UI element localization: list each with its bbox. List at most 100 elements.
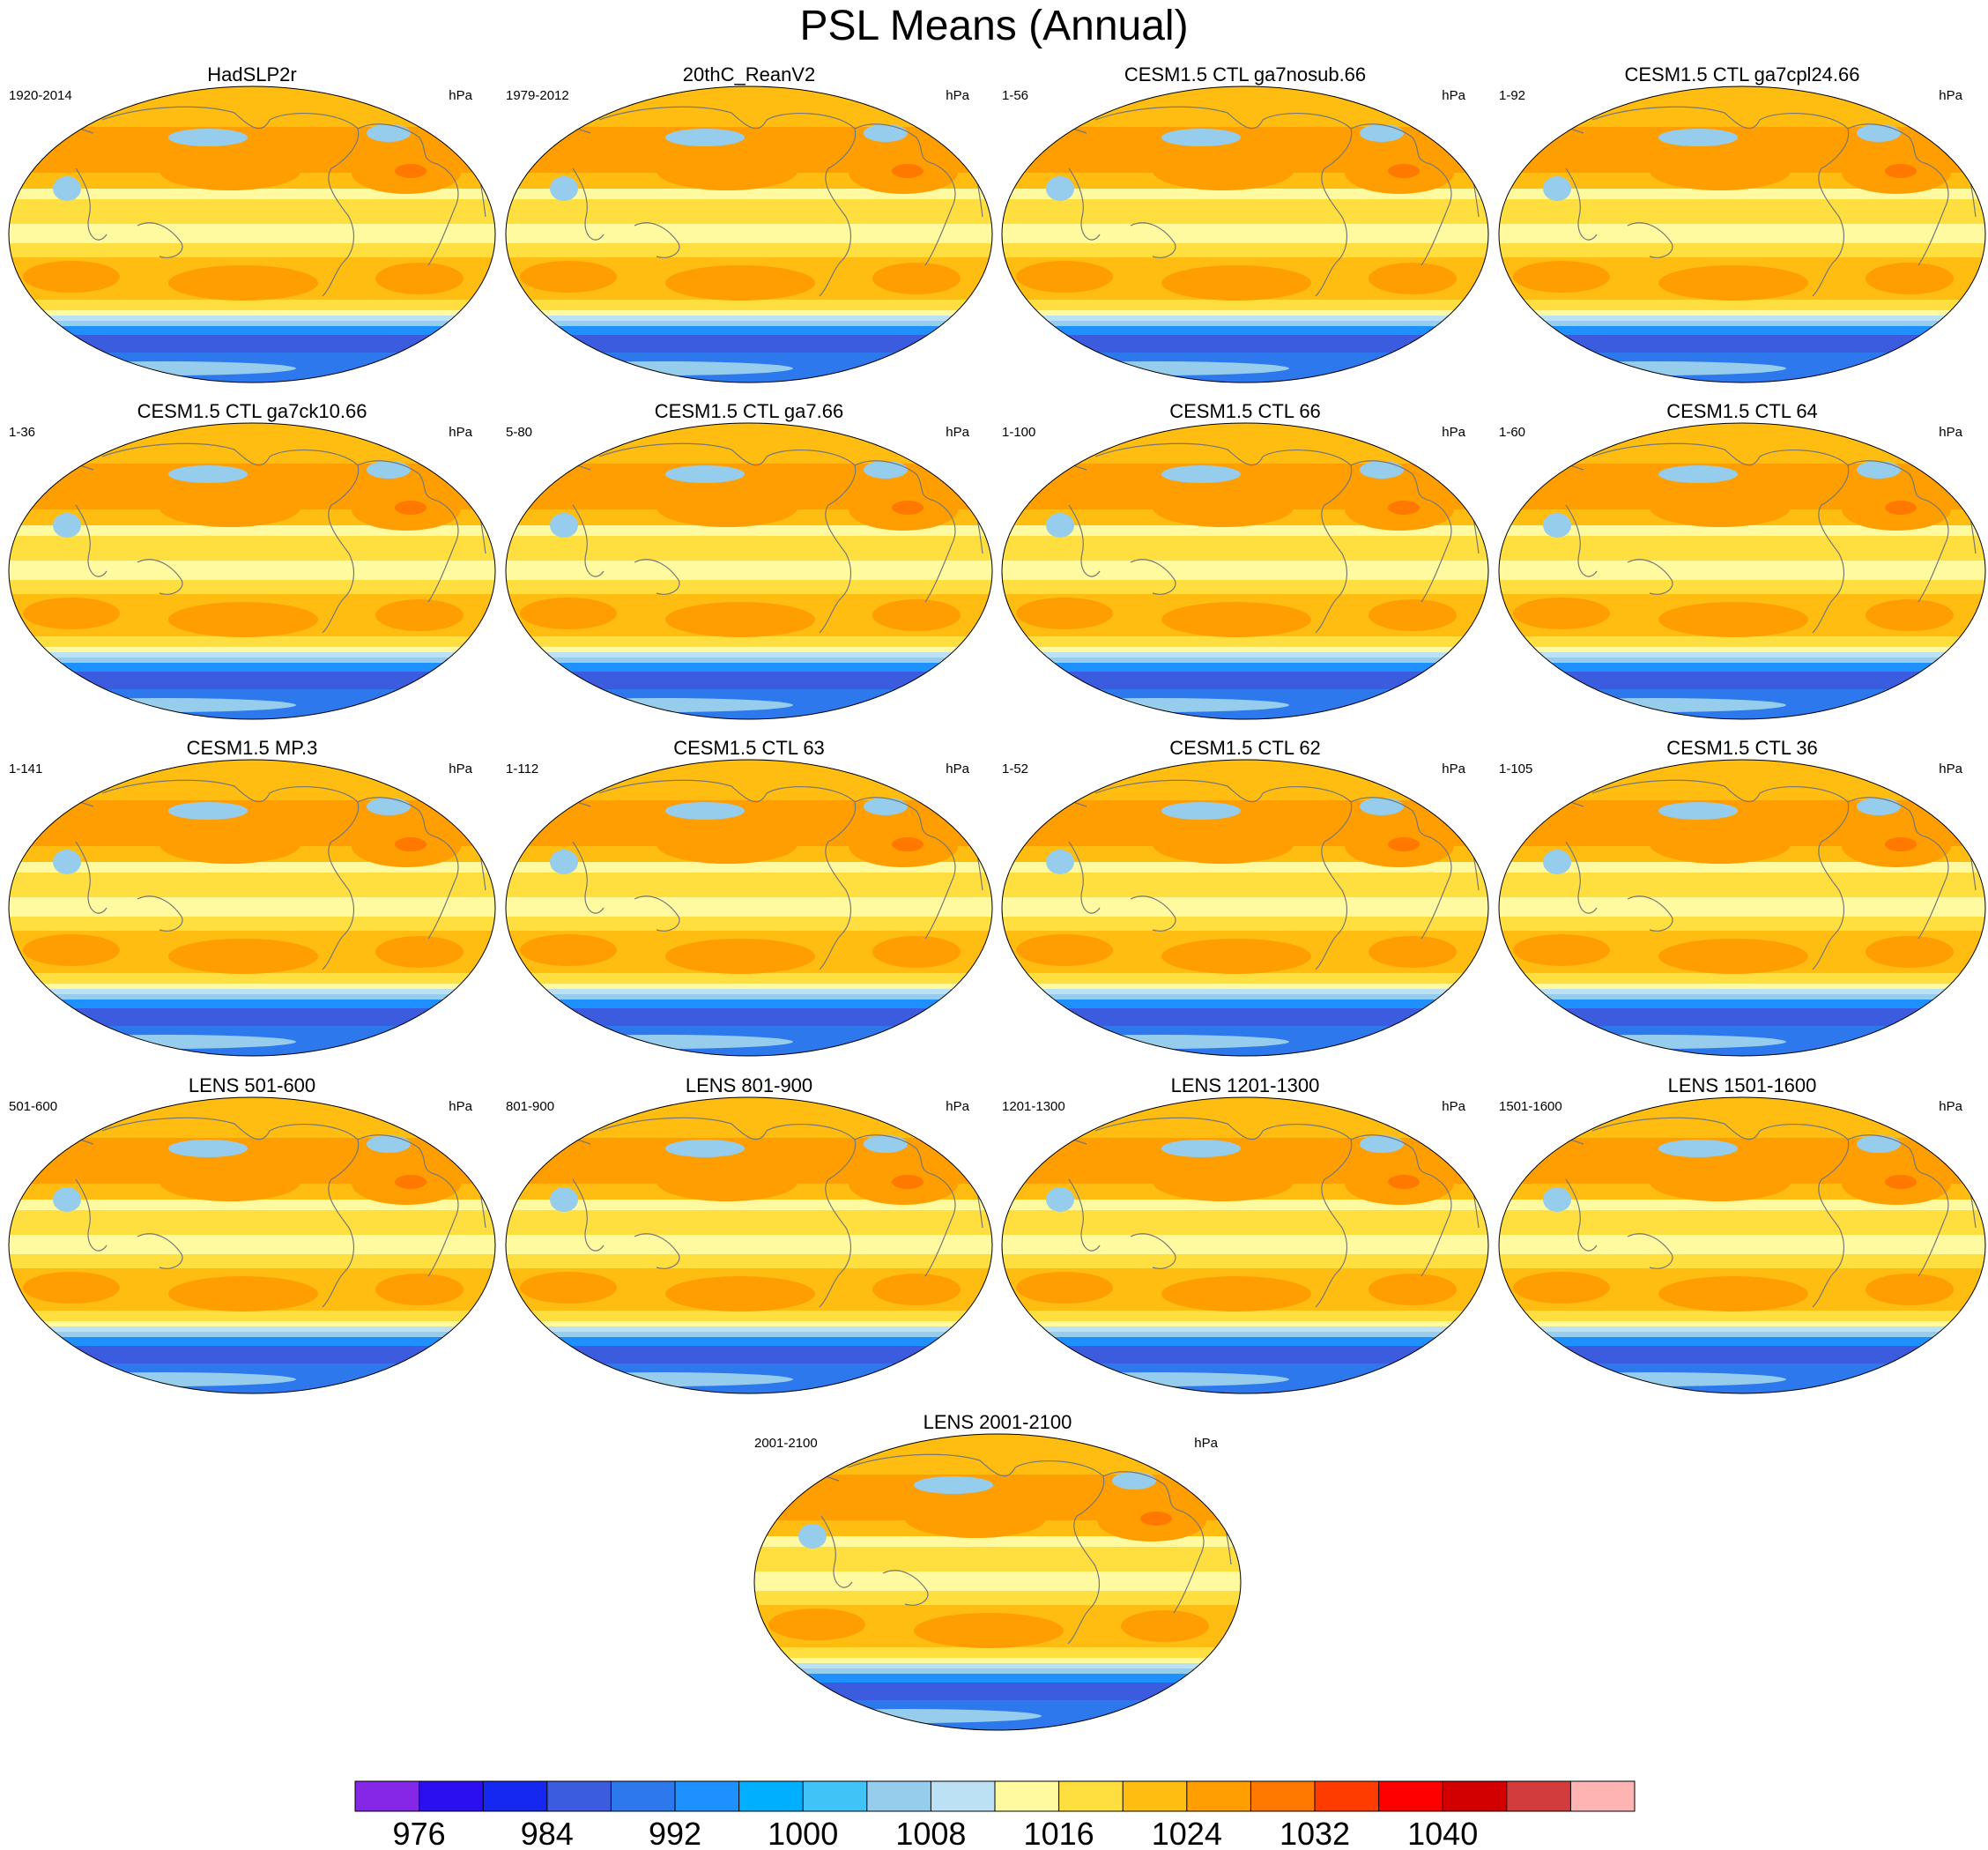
- band-south-ice1: [506, 316, 992, 321]
- panel-title: LENS 1201-1300: [1170, 1074, 1320, 1096]
- psl-map: [1001, 759, 1489, 1057]
- coastline-0: [598, 1117, 857, 1308]
- band-south-low: [1499, 663, 1985, 672]
- antarctic-interior: [32, 1372, 296, 1386]
- panel-units: hPa: [1939, 1099, 1962, 1114]
- antarctic-interior: [32, 1035, 296, 1049]
- panel-title: CESM1.5 CTL ga7.66: [654, 400, 844, 422]
- colorbar-swatch: [931, 1781, 996, 1811]
- band-south-light: [1499, 984, 1985, 989]
- high-south-atlantic: [1866, 1274, 1954, 1305]
- band-south-ice1: [506, 1326, 992, 1332]
- high-south-indian: [1513, 261, 1610, 293]
- band-southern-ocean: [1499, 672, 1985, 689]
- coastline-0: [598, 442, 857, 634]
- band-south-transition: [1499, 636, 1985, 649]
- high-north-pacific: [1650, 1163, 1791, 1201]
- panel-title: CESM1.5 CTL ga7nosub.66: [1124, 63, 1367, 85]
- low-icelandic: [1857, 1135, 1901, 1153]
- panel-period: 1-92: [1499, 88, 1526, 103]
- band-south-low: [506, 663, 992, 672]
- map-panel: CESM1.5 CTL ga7nosub.66 1-56 hPa: [998, 63, 1492, 383]
- band-south-transition: [1002, 1311, 1488, 1323]
- coastline-1: [1350, 1134, 1452, 1277]
- band-south-light: [506, 310, 992, 316]
- low-south-asia: [550, 1187, 578, 1212]
- band-south-ice2: [1499, 658, 1985, 663]
- panel-units: hPa: [1194, 1436, 1218, 1451]
- low-south-asia: [1543, 513, 1571, 538]
- antarctic-interior: [1025, 1035, 1289, 1049]
- band-south-ice1: [1499, 652, 1985, 658]
- antarctic-interior: [32, 361, 296, 375]
- antarctic-interior: [1522, 1372, 1786, 1386]
- high-north-atlantic-core: [892, 837, 924, 851]
- coastline-1: [854, 1134, 956, 1277]
- panel-period: 1-60: [1499, 425, 1526, 440]
- coastline-1: [357, 123, 459, 266]
- high-north-pacific-west: [533, 1145, 639, 1184]
- band-south-ice1: [9, 652, 495, 658]
- coastline-1: [1847, 1134, 1949, 1277]
- low-aleutian: [168, 129, 248, 146]
- colorbar-swatch: [1443, 1781, 1508, 1811]
- coastline-3: [634, 895, 680, 932]
- band-south-ice1: [9, 316, 495, 321]
- map-panel: CESM1.5 CTL ga7.66 5-80 hPa: [502, 400, 996, 720]
- band-equator-mid: [1002, 199, 1488, 224]
- high-north-pacific-west: [533, 134, 639, 173]
- band-southern-ocean: [9, 672, 495, 689]
- high-north-atlantic-core: [892, 1175, 924, 1189]
- high-north-pacific: [1650, 825, 1791, 864]
- coastline-2: [75, 841, 108, 914]
- high-south-atlantic: [1369, 599, 1457, 631]
- coastline-2: [1068, 841, 1101, 914]
- band-equator-mid: [1002, 873, 1488, 897]
- band-south-ice2: [506, 658, 992, 663]
- panel-title: CESM1.5 MP.3: [186, 737, 318, 759]
- coastline-3: [137, 895, 183, 932]
- band-southern-ocean: [9, 1008, 495, 1026]
- psl-map: [1001, 1096, 1489, 1394]
- band-south-ice1: [1002, 316, 1488, 321]
- band-south-ice2: [9, 1332, 495, 1337]
- band-equator-mid: [1002, 536, 1488, 561]
- panel-units: hPa: [946, 425, 969, 440]
- coastline-0: [598, 779, 857, 970]
- high-south-pacific: [168, 265, 318, 301]
- coastline-3: [137, 222, 183, 258]
- band-south-ice2: [9, 321, 495, 326]
- colorbar-swatch: [738, 1781, 804, 1811]
- band-south-ice2: [1002, 658, 1488, 663]
- colorbar-label: 984: [521, 1816, 574, 1850]
- coastline-2: [1068, 167, 1101, 241]
- antarctic-interior: [529, 1372, 793, 1386]
- colorbar-border: [354, 1780, 1636, 1812]
- panel-period: 1-52: [1002, 762, 1029, 776]
- high-south-atlantic: [375, 936, 464, 968]
- panel-title: LENS 2001-2100: [923, 1411, 1072, 1433]
- band-southern-ocean: [1002, 335, 1488, 353]
- low-icelandic: [1857, 798, 1901, 815]
- band-southern-ocean: [9, 1346, 495, 1363]
- band-south-transition: [506, 1311, 992, 1323]
- band-equator-mid: [1499, 873, 1985, 897]
- low-south-asia: [1046, 1187, 1074, 1212]
- low-icelandic: [367, 1135, 411, 1153]
- high-south-indian: [23, 598, 120, 629]
- low-south-asia: [1543, 850, 1571, 874]
- psl-map: [8, 422, 496, 720]
- high-north-pacific-west: [1029, 807, 1135, 846]
- high-south-atlantic: [375, 1274, 464, 1305]
- psl-map: [1001, 85, 1489, 383]
- coastline-2: [75, 1178, 108, 1252]
- band-south-low: [9, 326, 495, 335]
- colorbar-swatch: [1123, 1781, 1188, 1811]
- map-border: [8, 759, 496, 1057]
- band-south-light: [1499, 647, 1985, 652]
- low-aleutian: [168, 465, 248, 483]
- band-south-ice1: [1002, 989, 1488, 994]
- map-panel: LENS 1501-1600 1501-1600 hPa: [1495, 1074, 1988, 1394]
- colorbar-swatch: [675, 1781, 740, 1811]
- high-south-pacific: [665, 602, 815, 637]
